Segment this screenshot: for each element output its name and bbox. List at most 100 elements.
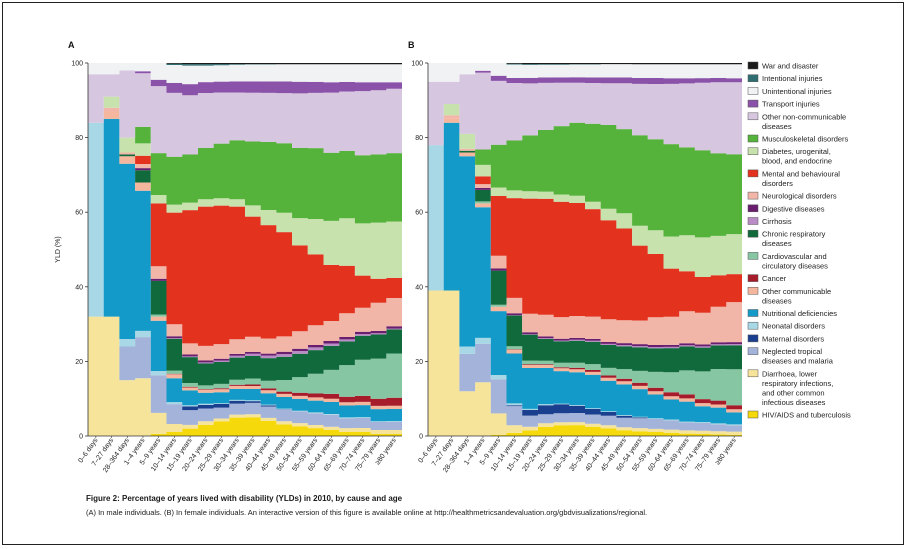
legend-item-unintentional-injuries: Unintentional injuries <box>747 87 832 96</box>
legend-label: Diabetes, urogenital, <box>762 147 831 156</box>
legend-swatch <box>747 321 759 330</box>
legend-item-maternal-disorders: Maternal disorders <box>747 334 824 343</box>
legend-label: Cancer <box>762 274 787 283</box>
legend-swatch <box>747 99 759 108</box>
legend-swatch <box>747 252 759 260</box>
y-tick-label: 80 <box>75 135 83 142</box>
y-axis-label: YLD (%) <box>55 236 62 262</box>
legend-label: disorders <box>762 179 793 188</box>
legend-label: Intentional injuries <box>762 74 823 83</box>
y-tick-label: 100 <box>71 61 83 68</box>
legend-swatch <box>747 204 759 213</box>
panel-letter-a: A <box>68 40 75 50</box>
area-mental-and-behavioural-disorders <box>428 115 742 321</box>
legend-item-transport-injuries: Transport injuries <box>747 99 820 109</box>
legend-label: Mental and behavioural <box>762 169 840 178</box>
legend-swatch <box>747 134 759 143</box>
legend-label: Unintentional injuries <box>762 87 832 96</box>
legend-swatch <box>747 74 759 82</box>
area-chronic-respiratory-diseases <box>88 111 402 386</box>
y-tick-label: 20 <box>75 359 83 366</box>
legend-label: Diarrhoea, lower <box>762 369 818 378</box>
y-tick-label: 40 <box>415 284 423 291</box>
legend-swatch <box>747 309 759 317</box>
area-musculoskeletal-disorders <box>88 96 402 224</box>
area-hiv-aids-and-tuberculosis <box>88 417 402 436</box>
area-unintentional-injuries <box>428 63 742 82</box>
figure-caption-title: Figure 2: Percentage of years lived with… <box>86 494 403 503</box>
legend-item-war-and-disaster: War and disaster <box>747 61 819 71</box>
area-war-and-disaster <box>88 63 402 65</box>
y-tick-label: 40 <box>75 284 83 291</box>
y-tick-label: 100 <box>411 61 423 68</box>
legend-label: Neglected tropical <box>762 347 822 356</box>
area-musculoskeletal-disorders <box>428 104 742 238</box>
area-transport-injuries <box>88 70 402 96</box>
legend-swatch <box>747 334 759 343</box>
legend: War and disaster Intentional injuries Unin… <box>747 61 851 420</box>
area-intentional-injuries <box>428 63 742 65</box>
legend-label: Nutritional deficiencies <box>762 309 837 318</box>
legend-label: infectious diseases <box>762 398 826 407</box>
legend-swatch <box>747 147 759 155</box>
y-tick-label: 20 <box>415 359 423 366</box>
y-tick-label: 60 <box>415 210 423 217</box>
y-tick-label: 80 <box>415 135 423 142</box>
legend-label: diseases <box>762 122 792 131</box>
panel-letter-b: B <box>408 40 415 50</box>
legend-label: Digestive diseases <box>762 204 825 213</box>
legend-label: Musculoskeletal disorders <box>762 135 849 144</box>
legend-label: diseases and malaria <box>762 357 834 366</box>
legend-swatch <box>747 87 759 95</box>
legend-label: and other common <box>762 388 825 397</box>
legend-swatch <box>747 229 759 238</box>
legend-item-cirrhosis: Cirrhosis <box>747 217 792 226</box>
legend-swatch <box>747 274 759 282</box>
legend-label: Neurological disorders <box>762 192 837 201</box>
legend-label: blood, and endocrine <box>762 157 832 166</box>
legend-label: Chronic respiratory <box>762 230 826 239</box>
legend-label: Neonatal disorders <box>762 322 825 331</box>
area-war-and-disaster <box>428 63 742 65</box>
legend-label: War and disaster <box>762 62 819 71</box>
area-diabetes-urogenital-blood-and-endocrine <box>88 96 402 279</box>
legend-label: Transport injuries <box>762 100 820 109</box>
area-intentional-injuries <box>88 63 402 66</box>
legend-swatch <box>747 369 759 378</box>
legend-swatch <box>747 287 759 295</box>
legend-label: Other non-communicable <box>762 112 846 121</box>
area-other-non-communicable-diseases <box>428 72 742 155</box>
legend-label: diseases <box>762 239 792 248</box>
y-tick-label: 0 <box>79 434 83 441</box>
legend-item-neurological-disorders: Neurological disorders <box>747 192 837 201</box>
legend-item-intentional-injuries: Intentional injuries <box>747 74 823 83</box>
legend-label: Cardiovascular and <box>762 252 827 261</box>
y-tick-label: 0 <box>419 434 423 441</box>
legend-label: HIV/AIDS and tuberculosis <box>762 411 851 420</box>
area-cardiovascular-and-circulatory-diseases <box>88 111 402 399</box>
legend-label: circulatory diseases <box>762 261 828 270</box>
legend-swatch <box>747 217 759 225</box>
legend-label: diseases <box>762 296 792 305</box>
legend-item-diabetes-urogenital-blood-and-endocrine: Diabetes, urogenital,blood, and endocrin… <box>747 147 832 166</box>
legend-item-digestive-diseases: Digestive diseases <box>747 204 825 213</box>
legend-swatch <box>747 61 759 70</box>
legend-swatch <box>747 347 759 355</box>
legend-item-neonatal-disorders: Neonatal disorders <box>747 321 825 331</box>
figure-caption-body: (A) In male individuals. (B) In female i… <box>86 508 648 517</box>
legend-item-hiv-aids-and-tuberculosis: HIV/AIDS and tuberculosis <box>747 411 851 420</box>
legend-item-cancer: Cancer <box>747 274 787 283</box>
legend-label: respiratory infections, <box>762 379 833 388</box>
legend-item-nutritional-deficiencies: Nutritional deficiencies <box>747 309 837 318</box>
area-cardiovascular-and-circulatory-diseases <box>428 118 742 406</box>
area-mental-and-behavioural-disorders <box>88 107 402 346</box>
